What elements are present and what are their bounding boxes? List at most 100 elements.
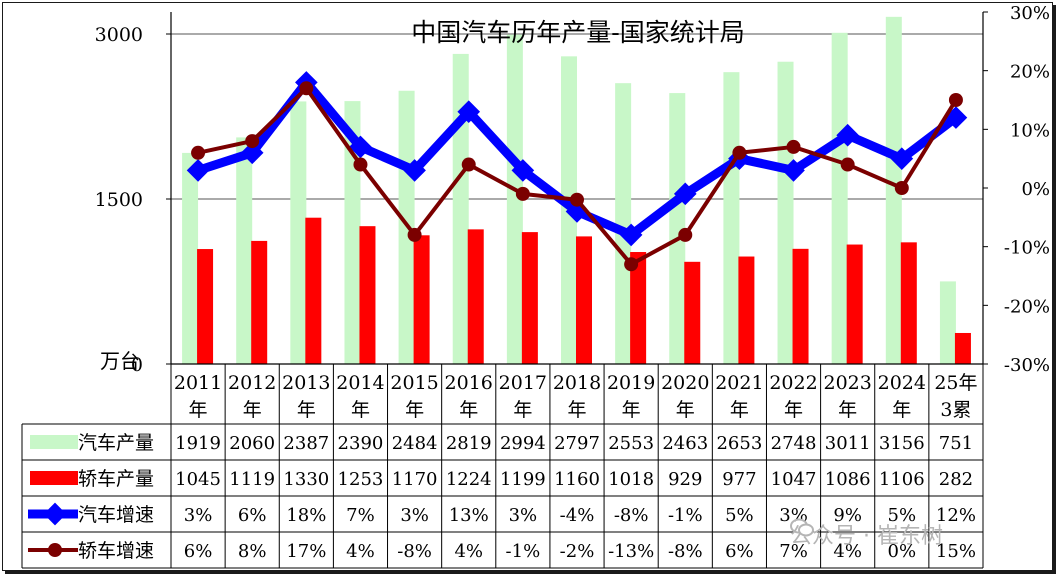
table-cell: 1170 [392,469,438,490]
y-unit-label: 万台 [100,349,140,373]
vehicle-bar [182,152,199,364]
right-tick-label: 30% [1010,3,1050,24]
x-tick-label: 2017 [499,372,547,394]
table-cell: 5% [725,505,754,526]
vehicle-bar [290,101,307,365]
x-tick-label: 2023 [823,372,871,394]
sedan-growth-marker [894,181,909,195]
x-tick-label: 年 [730,399,749,421]
table-cell: 3% [400,505,429,526]
sedan-bar [359,226,376,364]
watermark: 公众号 · 崔东树 [790,518,943,550]
x-tick-label: 年 [676,399,695,421]
table-cell: 3% [184,505,213,526]
table-cell: 1106 [879,469,925,490]
legend-label: 轿车增速 [78,540,154,562]
x-tick-label: 年 [838,399,857,421]
table-cell: 1199 [500,469,546,490]
table-cell: 2387 [283,433,329,454]
x-tick-label: 2015 [390,372,438,394]
x-tick-label: 3累 [940,399,971,421]
legend-label: 汽车产量 [78,432,154,454]
table-cell: 6% [725,541,754,562]
table-cell: 8% [238,541,267,562]
table-cell: 2484 [392,433,438,454]
table-cell: 751 [939,433,973,454]
vehicle-bar [885,16,902,365]
table-cell: 2553 [608,433,654,454]
table-cell: 3% [509,505,538,526]
x-tick-label: 2018 [553,372,601,394]
left-tick-label: 3000 [95,24,143,46]
sedan-bar [846,244,863,364]
table-cell: 1086 [825,469,871,490]
table-cell: 929 [668,469,702,490]
legend-marker [48,543,62,557]
table-cell: 9% [833,505,862,526]
table-cell: 2463 [662,433,708,454]
table-cell: 1119 [229,469,275,490]
x-tick-label: 2020 [661,372,709,394]
table-cell: 6% [184,541,213,562]
legend-swatch-vehicle [30,435,78,449]
x-tick-label: 2024 [878,372,926,394]
table-cell: -8% [668,541,703,562]
sedan-bar [197,249,214,364]
right-tick-label: 10% [1010,120,1050,141]
table-cell: 1330 [283,469,329,490]
table-cell: 2748 [771,433,817,454]
table-cell: 4% [833,541,862,562]
right-tick-label: -30% [1004,355,1050,376]
x-tick-label: 年 [243,399,262,421]
x-tick-label: 年 [567,399,586,421]
table-cell: 7% [779,541,808,562]
table-cell: -13% [608,541,654,562]
sedan-bar [684,261,701,364]
x-tick-label: 年 [784,399,803,421]
sedan-growth-marker [515,186,530,201]
watermark-text: 公众号 · 崔东树 [790,524,943,549]
vehicle-bar [452,53,469,364]
table-cell: 1919 [175,433,221,454]
sedan-bar [251,240,268,364]
sedan-growth-marker [624,257,639,272]
sedan-growth-marker [299,81,314,96]
x-tick-label: 年 [892,399,911,421]
table-cell: 15% [936,541,976,562]
table-cell: 17% [286,541,326,562]
table-cell: -8% [614,505,649,526]
table-cell: 1160 [554,469,600,490]
sedan-growth-marker [407,227,422,242]
vehicle-bar [506,34,523,364]
vehicle-bar [615,83,632,365]
table-cell: 7% [346,505,375,526]
table-cell: 3% [779,505,808,526]
sedan-growth-marker [840,157,855,172]
table-cell: -1% [668,505,703,526]
table-cell: 12% [936,505,976,526]
x-tick-label: 年 [622,399,641,421]
left-tick-label: 0 [131,354,143,376]
table-cell: -1% [506,541,541,562]
sedan-bar [954,332,971,364]
vehicle-bar [669,93,686,364]
chart-title: 中国汽车历年产量-国家统计局 [411,18,744,47]
sedan-bar [413,235,430,364]
sedan-bar [576,236,592,364]
x-tick-label: 2019 [607,372,655,394]
table-cell: 1018 [608,469,654,490]
x-tick-label: 年 [405,399,424,421]
sedan-bar [630,252,647,364]
sedan-bar [900,242,917,364]
table-cell: 2060 [229,433,275,454]
sedan-growth-marker [570,192,584,207]
vehicle-growth-marker [457,100,481,124]
legend-swatch-sedan [30,471,78,485]
x-tick-label: 2022 [769,372,817,394]
table-cell: -2% [560,541,595,562]
x-tick-label: 2012 [228,372,276,394]
table-cell: 0% [888,541,917,562]
table-cell: 2994 [500,433,546,454]
sedan-growth-marker [191,145,206,160]
table-cell: 2819 [446,433,492,454]
